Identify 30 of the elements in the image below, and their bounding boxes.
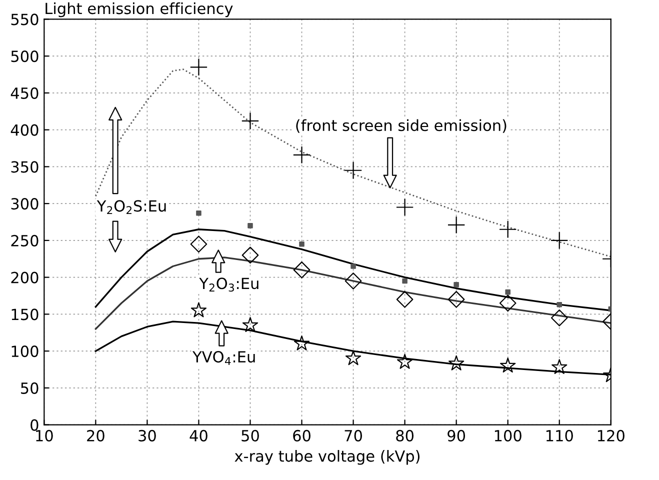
x-tick-label: 40 [190,430,208,442]
annotation: Y$_{2}$O$_{2}$S:Eu [96,200,166,214]
annotation: YVO$_{4}$:Eu [192,351,255,365]
y-tick-label: 450 [10,87,38,99]
y-tick-label: 150 [12,308,38,320]
x-tick-label: 100 [494,430,522,442]
y-tick-label: 500 [11,50,38,62]
x-tick-label: 50 [242,430,259,442]
x-tick-label: 70 [344,430,362,442]
y-tick-label: 200 [11,272,38,284]
y-tick-label: 100 [12,346,38,358]
y-tick-label: 550 [11,14,38,26]
y-tick-label: 250 [11,234,38,246]
x-tick-label: 60 [293,430,310,442]
x-axis-title: x-ray tube voltage (kVp) [234,450,420,465]
annotation: Y$_{2}$O$_{3}$:Eu [199,278,258,292]
y-tick-label: 0 [30,419,38,431]
x-tick-label: 30 [138,430,156,442]
y-tick-label: 300 [11,198,38,210]
x-tick-label: 110 [546,430,573,442]
y-tick-label: 50 [21,382,38,394]
x-tick-label: 80 [396,430,414,442]
y-tick-label: 400 [10,124,38,136]
y-tick-label: 350 [11,161,38,173]
chart-title: Light emission efficiency [46,2,233,18]
x-tick-label: 10 [36,430,53,442]
x-tick-label: 90 [448,430,466,442]
x-tick-label: 120 [598,430,624,442]
annotation: (front screen side emission) [296,119,506,133]
x-tick-label: 20 [87,430,104,442]
